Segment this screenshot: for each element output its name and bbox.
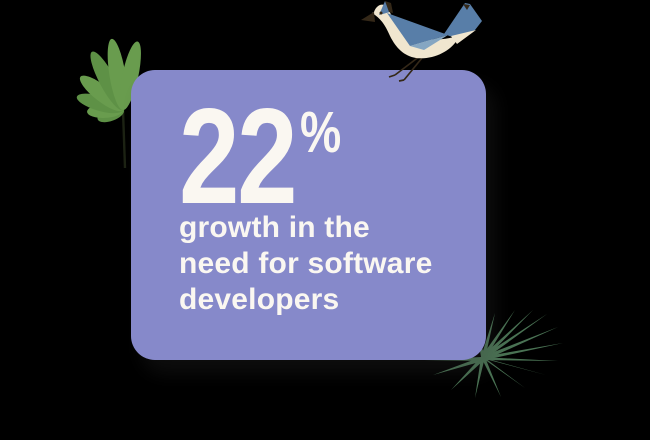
- bird-crest-back: [385, 1, 393, 13]
- fan-leaf-blades: [76, 38, 141, 169]
- bird-illustration: [361, 1, 482, 82]
- bird-wing: [387, 13, 448, 46]
- bird-undertail: [451, 30, 476, 44]
- stat-unit: %: [300, 100, 342, 165]
- frond-blade: [481, 357, 546, 375]
- stat-description: growth in the need for software develope…: [179, 210, 432, 318]
- frond-blade: [481, 310, 515, 359]
- bird-tail-tip: [463, 4, 470, 10]
- stat-value: 22: [179, 80, 298, 232]
- leaf-blade: [119, 41, 141, 111]
- frond-blade: [481, 313, 495, 359]
- bird-eye: [379, 11, 383, 15]
- frond-blades: [424, 310, 563, 398]
- palm-frond-illustration: [424, 310, 563, 398]
- bird-beak: [361, 12, 375, 22]
- frond-blade: [481, 314, 547, 359]
- leaf-stem: [121, 109, 127, 169]
- frond-blade: [481, 357, 501, 397]
- description-line: developers: [179, 283, 340, 316]
- description-line: growth in the: [179, 211, 370, 244]
- bird-legs: [388, 55, 423, 82]
- stat-number: 22 %: [179, 88, 341, 224]
- frond-blade: [481, 343, 563, 360]
- frond-blade: [481, 327, 558, 360]
- description-line: need for software: [179, 247, 433, 280]
- frond-blade: [481, 357, 558, 361]
- frond-blade: [475, 357, 485, 398]
- frond-blade: [481, 310, 533, 359]
- bird-tail: [444, 3, 482, 38]
- frond-blade: [433, 357, 483, 375]
- bird-crest: [379, 1, 390, 15]
- stat-card: 22 % growth in the need for software dev…: [131, 70, 486, 360]
- frond-blade: [481, 357, 525, 388]
- bird-body: [372, 4, 457, 59]
- frond-blade: [451, 357, 483, 390]
- bird-wing-highlight: [410, 35, 448, 50]
- fan-leaf-illustration: [76, 38, 141, 169]
